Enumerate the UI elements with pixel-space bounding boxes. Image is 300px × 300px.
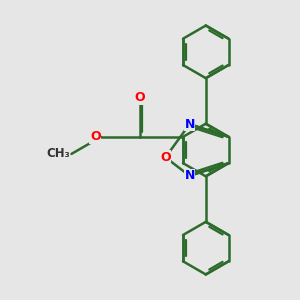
Text: CH₃: CH₃: [47, 147, 70, 161]
Text: O: O: [90, 130, 101, 143]
Text: N: N: [184, 169, 195, 182]
Text: O: O: [134, 91, 145, 104]
Text: O: O: [160, 151, 171, 164]
Text: N: N: [184, 118, 195, 131]
